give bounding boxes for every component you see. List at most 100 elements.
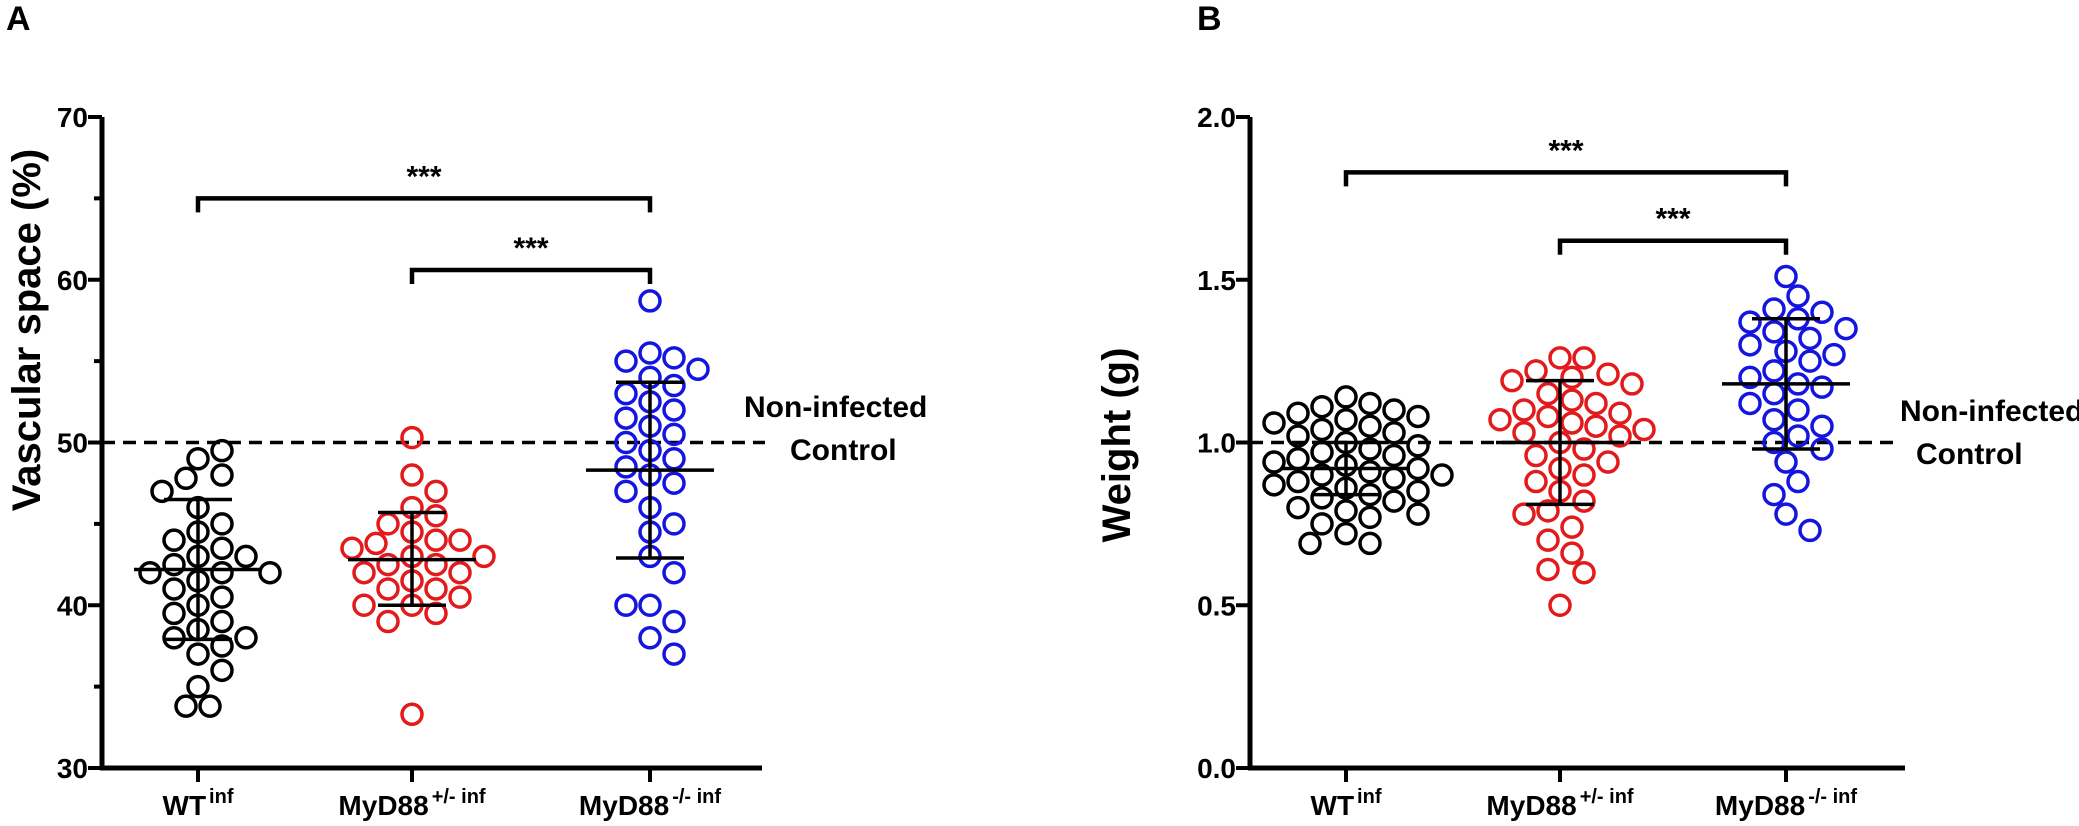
- data-point: [1310, 440, 1334, 465]
- data-point: [162, 552, 186, 577]
- data-point: [1810, 375, 1834, 399]
- data-point: [1524, 469, 1548, 494]
- significance-label: ***: [1548, 134, 1583, 167]
- data-point: [1738, 391, 1762, 416]
- data-point: [376, 552, 400, 577]
- data-point: [448, 560, 472, 585]
- data-point: [364, 531, 388, 556]
- data-point: [258, 560, 282, 585]
- data-point: [1382, 489, 1406, 513]
- data-point: [1358, 437, 1382, 461]
- data-point: [150, 479, 174, 504]
- x-category-label: WT inf: [163, 786, 234, 821]
- data-point: [1298, 531, 1322, 556]
- significance-bracket: [1557, 238, 1789, 255]
- data-point: [1572, 437, 1596, 461]
- data-point: [638, 289, 662, 313]
- panel-a-letter: A: [6, 0, 31, 38]
- data-point: [1536, 557, 1560, 582]
- data-point: [662, 471, 686, 495]
- data-point: [186, 642, 210, 666]
- data-point: [1572, 346, 1596, 370]
- data-point: [1762, 381, 1786, 406]
- x-category-label: MyD88 -/- inf: [579, 786, 721, 821]
- data-point: [1762, 297, 1786, 321]
- data-point: [1798, 518, 1822, 543]
- data-point: [614, 593, 638, 617]
- data-point: [1738, 333, 1762, 357]
- data-point: [210, 609, 234, 634]
- data-point: [1334, 521, 1358, 546]
- data-point: [638, 341, 662, 365]
- data-point: [1286, 495, 1310, 520]
- data-point: [1762, 430, 1786, 455]
- data-point: [1358, 505, 1382, 530]
- data-point: [352, 560, 376, 585]
- data-point: [1738, 365, 1762, 390]
- data-point: [210, 658, 234, 683]
- data-point: [1310, 512, 1334, 536]
- data-point: [138, 560, 162, 585]
- data-point: [1262, 473, 1286, 497]
- data-point: [1762, 359, 1786, 383]
- data-point: [1310, 486, 1334, 510]
- data-point: [614, 349, 638, 373]
- panel-b: B Weight (g) Non-infected Control 0.0 0.5…: [1095, 0, 2079, 821]
- data-point: [1512, 420, 1536, 445]
- data-point: [662, 512, 686, 536]
- data-point: [1382, 398, 1406, 422]
- data-point: [186, 674, 210, 699]
- data-point: [662, 422, 686, 447]
- data-point: [376, 577, 400, 601]
- data-point: [614, 406, 638, 430]
- data-point: [1358, 531, 1382, 556]
- data-point: [1560, 541, 1584, 565]
- data-point: [1560, 365, 1584, 390]
- y-tick-label: 0.0: [1197, 753, 1236, 784]
- data-point: [1334, 499, 1358, 523]
- data-point: [614, 479, 638, 504]
- data-point: [1774, 450, 1798, 474]
- data-point: [638, 593, 662, 617]
- y-tick-label: 30: [57, 753, 88, 784]
- data-point: [1358, 460, 1382, 484]
- data-point: [1358, 414, 1382, 438]
- data-point: [614, 455, 638, 479]
- data-point: [1572, 463, 1596, 487]
- data-point: [662, 398, 686, 422]
- data-point: [162, 601, 186, 626]
- data-point: [1632, 417, 1656, 442]
- data-point: [1358, 391, 1382, 416]
- data-point: [1786, 398, 1810, 422]
- y-tick-label: 2.0: [1197, 102, 1236, 133]
- data-point: [1310, 463, 1334, 487]
- data-point: [1608, 424, 1632, 448]
- data-point: [198, 694, 222, 718]
- data-point: [1488, 407, 1512, 432]
- data-point: [424, 528, 448, 552]
- y-tick-label: 40: [57, 590, 88, 621]
- data-point: [1310, 394, 1334, 419]
- panel-b-letter: B: [1197, 0, 1222, 38]
- x-category-label: WT inf: [1311, 786, 1382, 821]
- data-point: [424, 577, 448, 601]
- data-point: [400, 702, 424, 727]
- data-point: [1762, 407, 1786, 432]
- data-point: [1536, 499, 1560, 523]
- data-point: [472, 544, 496, 569]
- data-point: [234, 544, 258, 569]
- data-point: [424, 503, 448, 528]
- data-point: [1560, 411, 1584, 435]
- panel-a-ylabel: Vascular space (%): [5, 149, 49, 511]
- data-point: [210, 512, 234, 536]
- data-point: [1548, 593, 1572, 617]
- data-point: [1786, 284, 1810, 308]
- data-point: [1382, 420, 1406, 445]
- data-point: [638, 626, 662, 650]
- data-point: [1286, 424, 1310, 448]
- data-point: [662, 373, 686, 398]
- data-point: [1382, 443, 1406, 468]
- x-category-label: MyD88 +/- inf: [1486, 786, 1633, 821]
- data-point: [1786, 469, 1810, 494]
